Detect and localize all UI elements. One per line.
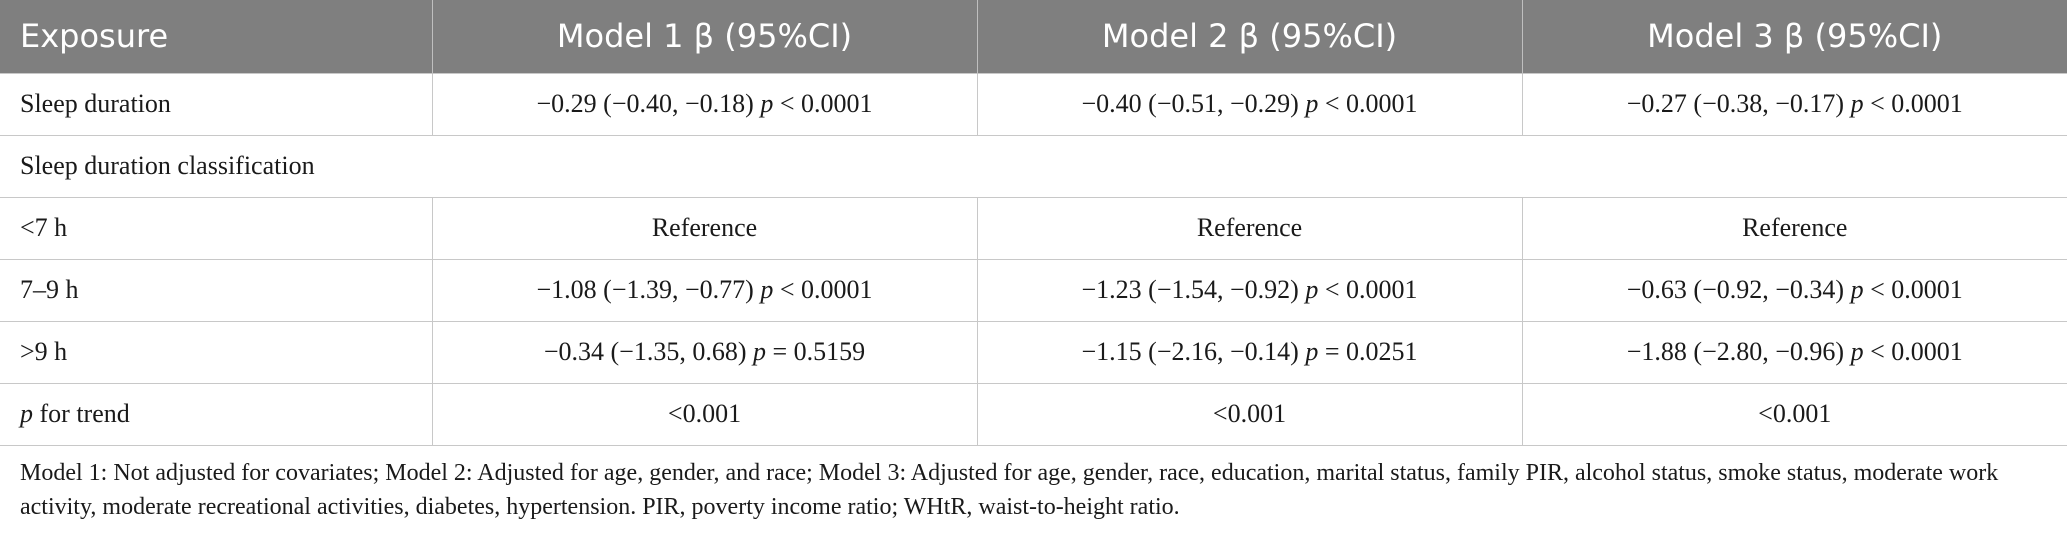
row-label: <7 h bbox=[0, 196, 433, 260]
table-row: 7–9 h −1.08 (−1.39, −0.77) p < 0.0001 −1… bbox=[0, 258, 2067, 322]
p-symbol: p bbox=[1305, 337, 1319, 366]
header-model1: Model 1 β (95%CI) bbox=[431, 0, 977, 73]
cell-model2: −1.23 (−1.54, −0.92) p < 0.0001 bbox=[976, 258, 1523, 322]
table-footnote: Model 1: Not adjusted for covariates; Mo… bbox=[20, 460, 1999, 520]
p-symbol: p bbox=[20, 399, 33, 428]
p-symbol: p bbox=[1850, 275, 1864, 304]
section-label: Sleep duration classification bbox=[0, 134, 2067, 198]
cell-model1: <0.001 bbox=[431, 382, 978, 446]
table-row-section: Sleep duration classification bbox=[0, 134, 2067, 198]
row-label: 7–9 h bbox=[0, 258, 433, 322]
p-symbol: p bbox=[760, 89, 774, 118]
header-model2: Model 2 β (95%CI) bbox=[976, 0, 1522, 73]
table-header: Exposure Model 1 β (95%CI) Model 2 β (95… bbox=[0, 0, 2067, 73]
cell-model2: −0.40 (−0.51, −0.29) p < 0.0001 bbox=[976, 72, 1523, 136]
cell-model1: Reference bbox=[431, 196, 978, 260]
cell-model1: −0.29 (−0.40, −0.18) p < 0.0001 bbox=[431, 72, 978, 136]
trend-label-text: for trend bbox=[33, 399, 130, 428]
row-label: Sleep duration bbox=[0, 72, 433, 136]
p-symbol: p bbox=[752, 337, 766, 366]
header-model3: Model 3 β (95%CI) bbox=[1521, 0, 2067, 73]
p-symbol: p bbox=[1305, 275, 1319, 304]
cell-model2: −1.15 (−2.16, −0.14) p = 0.0251 bbox=[976, 320, 1523, 384]
cell-model1: −0.34 (−1.35, 0.68) p = 0.5159 bbox=[431, 320, 978, 384]
p-symbol: p bbox=[1305, 89, 1319, 118]
header-exposure: Exposure bbox=[0, 0, 432, 73]
p-symbol: p bbox=[1850, 89, 1864, 118]
p-symbol: p bbox=[760, 275, 774, 304]
cell-model3: Reference bbox=[1521, 196, 2067, 260]
cell-model2: Reference bbox=[976, 196, 1523, 260]
p-symbol: p bbox=[1850, 337, 1864, 366]
cell-model3: −0.63 (−0.92, −0.34) p < 0.0001 bbox=[1521, 258, 2067, 322]
table-row: Sleep duration −0.29 (−0.40, −0.18) p < … bbox=[0, 72, 2067, 136]
header-row: Exposure Model 1 β (95%CI) Model 2 β (95… bbox=[0, 0, 2067, 73]
table-body: Sleep duration −0.29 (−0.40, −0.18) p < … bbox=[0, 72, 2067, 446]
cell-model3: −0.27 (−0.38, −0.17) p < 0.0001 bbox=[1521, 72, 2067, 136]
row-label: p for trend bbox=[0, 382, 433, 446]
table-row: p for trend <0.001 <0.001 <0.001 bbox=[0, 382, 2067, 446]
cell-model2: <0.001 bbox=[976, 382, 1523, 446]
cell-model3: −1.88 (−2.80, −0.96) p < 0.0001 bbox=[1521, 320, 2067, 384]
cell-model3: <0.001 bbox=[1521, 382, 2067, 446]
results-table: Exposure Model 1 β (95%CI) Model 2 β (95… bbox=[0, 0, 2067, 446]
row-label: >9 h bbox=[0, 320, 433, 384]
table-row: >9 h −0.34 (−1.35, 0.68) p = 0.5159 −1.1… bbox=[0, 320, 2067, 384]
cell-model1: −1.08 (−1.39, −0.77) p < 0.0001 bbox=[431, 258, 978, 322]
table-row: <7 h Reference Reference Reference bbox=[0, 196, 2067, 260]
